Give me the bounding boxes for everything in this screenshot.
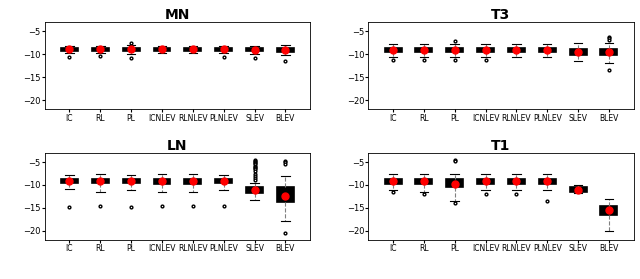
PathPatch shape xyxy=(215,179,232,183)
PathPatch shape xyxy=(477,179,494,184)
PathPatch shape xyxy=(539,48,556,52)
PathPatch shape xyxy=(246,187,263,193)
PathPatch shape xyxy=(184,49,202,51)
PathPatch shape xyxy=(600,49,618,55)
PathPatch shape xyxy=(154,49,170,51)
PathPatch shape xyxy=(184,179,202,184)
PathPatch shape xyxy=(61,179,78,183)
PathPatch shape xyxy=(508,48,525,52)
PathPatch shape xyxy=(154,179,170,184)
Title: MN: MN xyxy=(164,8,190,22)
PathPatch shape xyxy=(92,49,109,51)
PathPatch shape xyxy=(92,179,109,183)
PathPatch shape xyxy=(385,179,401,184)
PathPatch shape xyxy=(600,206,618,215)
PathPatch shape xyxy=(415,179,433,184)
PathPatch shape xyxy=(277,48,294,52)
Title: T1: T1 xyxy=(492,139,511,153)
PathPatch shape xyxy=(123,48,140,51)
PathPatch shape xyxy=(415,48,433,52)
Title: T3: T3 xyxy=(492,8,511,22)
PathPatch shape xyxy=(570,49,587,55)
PathPatch shape xyxy=(123,179,140,183)
Title: LN: LN xyxy=(167,139,188,153)
PathPatch shape xyxy=(61,49,78,51)
PathPatch shape xyxy=(215,49,232,51)
PathPatch shape xyxy=(539,179,556,184)
PathPatch shape xyxy=(277,187,294,202)
PathPatch shape xyxy=(446,47,463,52)
PathPatch shape xyxy=(446,179,463,187)
PathPatch shape xyxy=(385,48,401,52)
PathPatch shape xyxy=(508,179,525,184)
PathPatch shape xyxy=(246,49,263,51)
PathPatch shape xyxy=(477,48,494,52)
PathPatch shape xyxy=(570,187,587,192)
